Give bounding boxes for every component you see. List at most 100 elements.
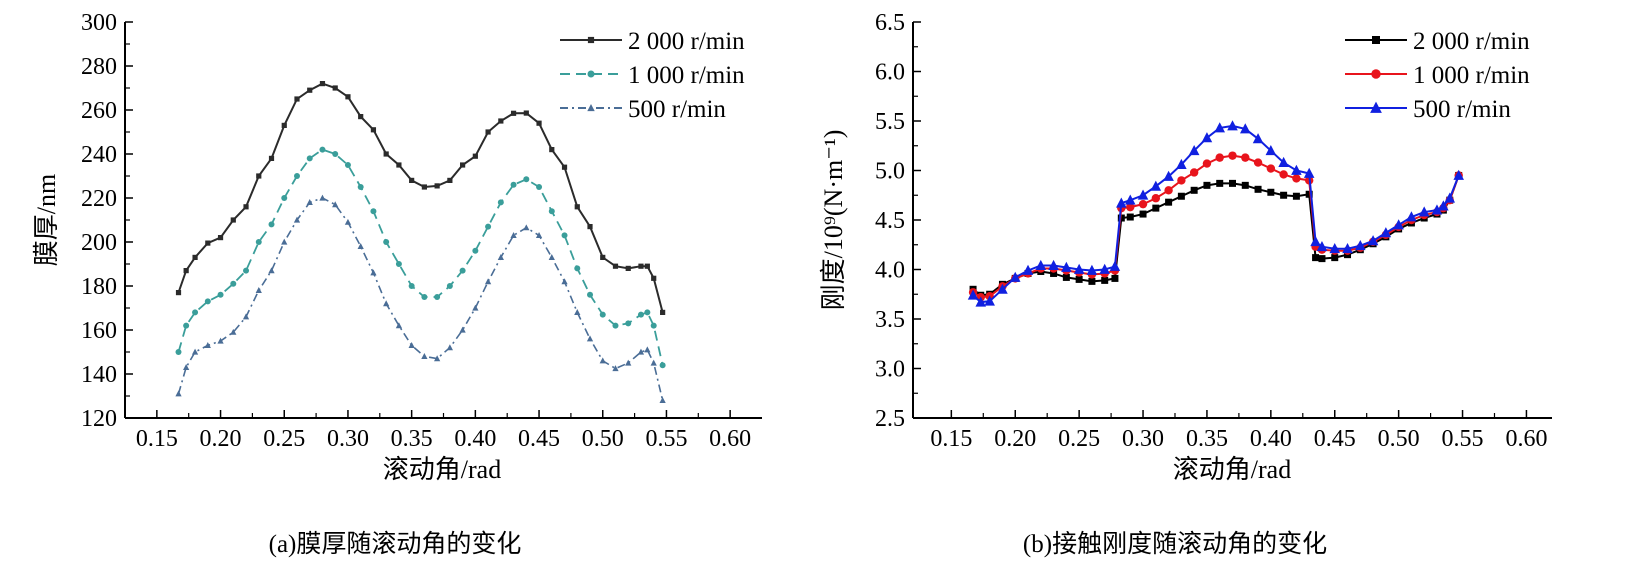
data-point [1305,190,1313,198]
data-point [625,265,631,271]
data-point [1152,204,1160,212]
data-point [644,309,651,316]
data-point [1216,179,1224,187]
data-point [370,127,377,133]
data-point [1189,168,1199,177]
series-2-000-r-min [175,81,666,315]
data-point [1438,200,1449,211]
data-point [293,216,301,223]
data-point [268,221,275,228]
data-point [1418,206,1430,217]
data-point [459,267,466,274]
legend-item: 500 r/min [1345,96,1511,123]
data-point [242,313,250,320]
series-1-000-r-min [968,151,1463,302]
legend-label: 2 000 r/min [1413,28,1530,55]
data-point [357,184,364,190]
data-point [1266,164,1276,173]
data-point [332,201,339,208]
data-point [1329,242,1341,254]
data-point [268,155,275,161]
x-tick-label: 0.20 [994,426,1036,452]
data-point [1177,176,1186,185]
data-point [1126,213,1134,221]
data-point [395,322,403,329]
data-point [294,96,300,102]
data-point [659,397,666,403]
data-point [1138,199,1148,209]
data-point [498,118,504,124]
y-tick-label: 4.0 [875,258,905,284]
data-point [612,263,619,269]
data-point [1099,263,1110,274]
x-tick-label: 0.30 [1122,426,1164,452]
data-point [1111,274,1119,282]
data-point [561,232,568,239]
data-point [1316,241,1328,252]
data-point [1050,269,1058,277]
data-point [344,162,351,168]
data-point [1116,197,1127,208]
data-point [1163,170,1174,181]
y-tick-label: 3.0 [875,357,905,383]
data-point [358,114,364,120]
data-point [1190,186,1198,194]
data-point [345,94,351,100]
data-point [1088,277,1096,285]
x-tick-label: 0.45 [518,426,560,452]
data-point [1117,214,1125,222]
chart-film-thickness: 膜厚/nm 滚动角/rad (a)膜厚随滚动角的变化 0.15 0.20 0.25 0… [32,10,762,558]
data-point [548,254,555,260]
data-point [243,204,249,210]
data-point [599,357,606,364]
data-point [472,247,479,254]
data-point [293,173,300,179]
data-point [1453,169,1464,180]
data-point [1009,271,1021,282]
y-tick-label: 120 [81,406,117,432]
data-point [997,283,1008,294]
data-point [1310,236,1321,247]
data-point [175,390,182,397]
legend-item: 2 000 r/min [1345,28,1530,55]
series-500-r-min [175,194,666,403]
x-tick-label: 0.35 [1186,426,1228,452]
data-point [1280,191,1288,199]
data-point [644,346,651,353]
data-point [587,224,593,230]
y-tick-label: 140 [81,362,117,388]
data-point [370,208,377,215]
data-point [1203,181,1211,189]
data-point [975,296,987,307]
data-point [1393,219,1404,230]
data-point [574,204,580,210]
data-point [1240,123,1251,134]
y-tick-label: 240 [81,142,117,168]
data-point [637,348,645,355]
chart-contact-stiffness: 刚度/10⁹(N·m⁻¹) 滚动角/rad (b)接触刚度随滚动角的变化 0.1… [819,10,1552,558]
data-point [535,232,543,238]
legend-label: 500 r/min [628,96,726,123]
data-point [281,195,288,201]
data-point [344,218,352,225]
data-point [281,238,288,245]
y-tick-label: 160 [81,318,117,344]
x-tick-label: 0.30 [327,426,369,452]
data-point [408,342,415,348]
data-point [1035,259,1047,270]
data-point [1279,170,1288,179]
legend-label: 2 000 r/min [628,28,745,55]
data-point [1062,273,1070,281]
data-point [1406,211,1417,222]
data-point [574,309,581,315]
data-point [183,322,190,329]
data-point [1241,181,1249,189]
data-point [523,110,529,116]
data-point [192,254,198,260]
y-tick-label: 300 [81,10,117,36]
x-axis-label: 滚动角/rad [1173,455,1291,484]
legend-label: 500 r/min [1413,96,1511,123]
x-tick-label: 0.15 [930,426,972,452]
data-point [1164,186,1173,195]
